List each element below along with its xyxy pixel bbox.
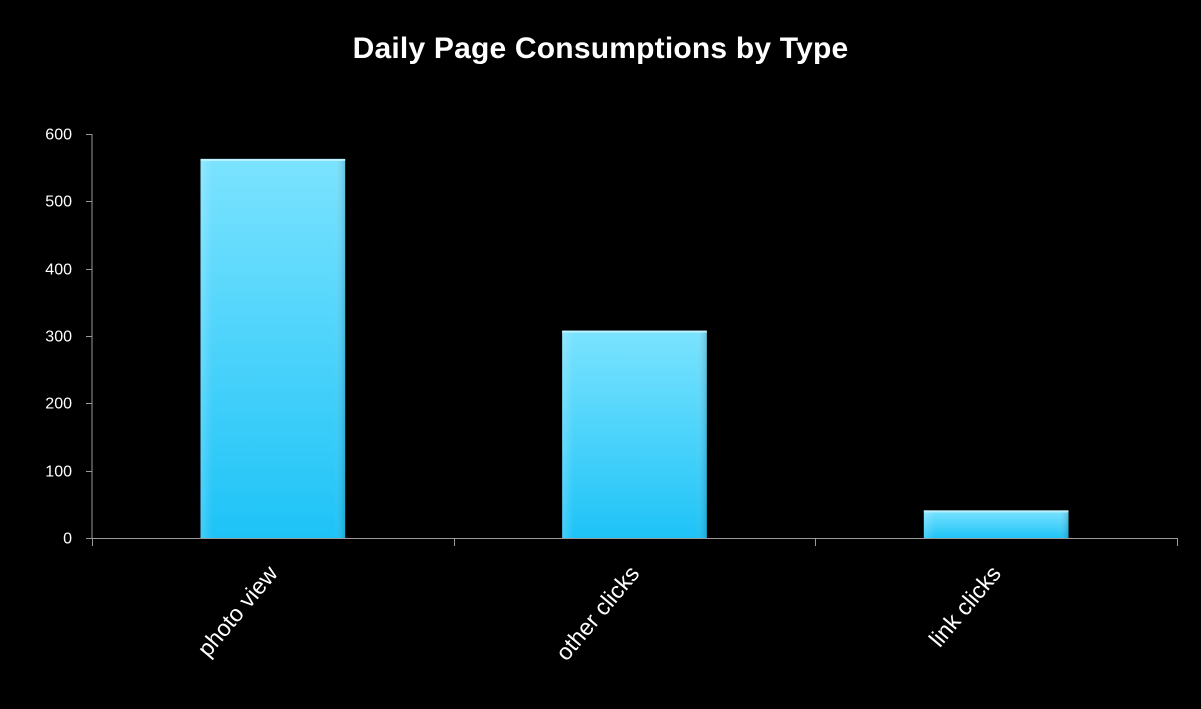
bar-shading: [200, 158, 346, 538]
bar-shading: [923, 510, 1069, 538]
bar-top-highlight: [562, 330, 707, 333]
chart-title: Daily Page Consumptions by Type: [352, 32, 849, 65]
y-tick-label: 300: [45, 329, 72, 346]
x-category-label: photo view: [192, 560, 283, 661]
y-tick-label: 100: [45, 464, 72, 481]
y-tick-label: 400: [45, 262, 72, 279]
y-tick-label: 600: [45, 127, 72, 144]
bar-top-highlight: [200, 158, 346, 161]
x-category-label: other clicks: [550, 561, 644, 666]
y-tick-label: 0: [63, 531, 72, 548]
bar-shading: [562, 330, 707, 538]
bar-top-highlight: [923, 510, 1069, 513]
x-category-label: link clicks: [924, 561, 1006, 652]
y-tick-label: 200: [45, 396, 72, 413]
y-tick-label: 500: [45, 194, 72, 211]
